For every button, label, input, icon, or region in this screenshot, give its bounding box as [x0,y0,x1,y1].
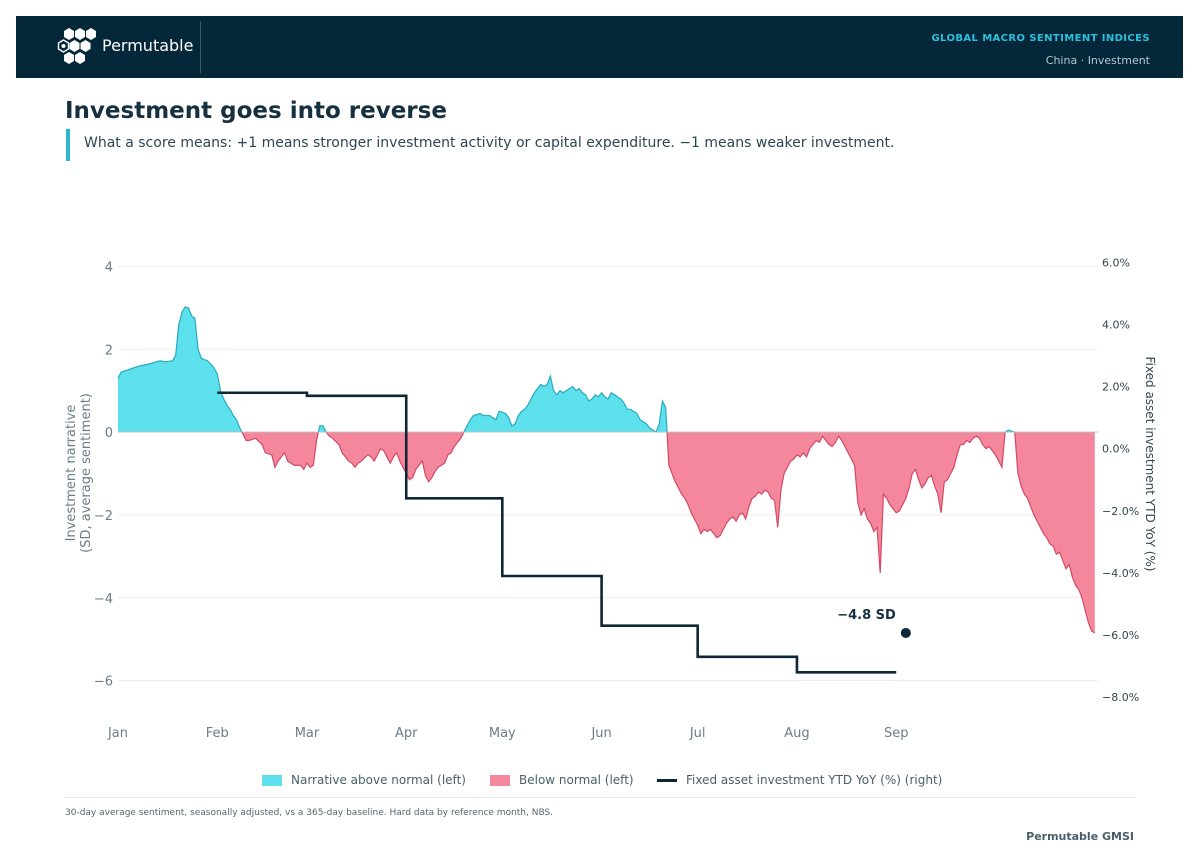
left-tick-label: 0 [105,426,113,441]
area-below-edge [325,431,465,483]
endpoint-label: −4.8 SD [837,608,896,623]
month-tick-label: Jan [107,726,128,741]
left-tick-label: 2 [105,343,113,358]
footnote: 30-day average sentiment, seasonally adj… [65,808,554,818]
left-tick-label: −4 [94,592,113,607]
month-tick-label: Aug [784,726,809,741]
right-axis-label: Fixed asset investment YTD YoY (%) [1143,357,1157,572]
page-title: Investment goes into reverse [65,98,447,124]
legend-above-swatch [262,774,282,786]
left-tick-label: 4 [105,260,113,275]
month-tick-label: May [489,726,516,741]
legend-above-label: Narrative above normal (left) [291,773,466,787]
left-tick-label: −6 [94,675,113,690]
area-below-edge [666,432,1006,573]
sentiment-areas [117,306,1096,634]
right-tick-label: 4.0% [1102,318,1130,331]
area-above-edge [1004,429,1015,433]
area-above [118,307,242,433]
section-subtitle: China · Investment [1045,54,1150,67]
legend-below: Below normal (left) [490,773,634,787]
permutable-logo-icon [57,28,96,64]
page-subtitle: What a score means: +1 means stronger in… [84,135,895,151]
x-axis-ticks: Jan Feb Mar Apr May Jun Jul Aug Sep [107,726,909,741]
subtitle-accent-bar [66,129,70,161]
right-tick-label: 0.0% [1102,443,1130,456]
legend-line: Fixed asset investment YTD YoY (%) (righ… [657,773,942,787]
month-tick-label: Jul [689,726,706,741]
legend-above: Narrative above normal (left) [262,773,466,787]
endpoint-annotation: −4.8 SD [837,608,911,638]
right-tick-label: 6.0% [1102,256,1130,269]
month-tick-label: Jun [590,726,611,741]
area-above-edge [117,306,243,433]
area-above-edge [317,425,327,433]
legend-line-label: Fixed asset investment YTD YoY (%) (righ… [686,773,943,787]
legend-below-label: Below normal (left) [519,773,634,787]
legend-line-swatch [657,778,677,782]
area-above [463,376,668,433]
area-below-edge [241,431,319,471]
right-tick-label: −8.0% [1102,691,1139,704]
area-below [241,432,319,470]
area-above-edge [463,374,668,433]
right-tick-label: −6.0% [1102,629,1139,642]
right-axis-ticks: 6.0% 4.0% 2.0% 0.0% −2.0% −4.0% −6.0% −8.0% [1102,256,1139,704]
month-tick-label: Apr [395,726,418,741]
legend: Narrative above normal (left) Below norm… [0,773,1199,793]
right-tick-label: 2.0% [1102,381,1130,394]
area-below [667,432,1006,573]
month-tick-label: Sep [884,726,909,741]
month-tick-label: Mar [295,726,320,741]
right-tick-label: −4.0% [1102,567,1139,580]
fai-step-line [217,391,897,674]
brand-name: Permutable [102,36,194,55]
header-divider [200,21,201,73]
header-bar: Permutable GLOBAL MACRO SENTIMENT INDICE… [16,16,1183,78]
legend-below-swatch [490,774,510,786]
left-tick-label: −2 [94,509,113,524]
left-axis-label: Investment narrative(SD, average sentime… [64,393,94,553]
area-below [326,432,464,482]
footer-divider [65,797,1134,798]
section-title: GLOBAL MACRO SENTIMENT INDICES [931,33,1150,44]
area-above [318,425,327,433]
endpoint-marker [900,627,911,638]
area-below-edge [1014,432,1096,634]
fai-step-path [217,391,897,674]
left-axis-ticks: 4 2 0 −2 −4 −6 [94,260,113,689]
month-tick-label: Feb [206,726,229,741]
credit: Permutable GMSI [1026,830,1134,843]
right-tick-label: −2.0% [1102,505,1139,518]
